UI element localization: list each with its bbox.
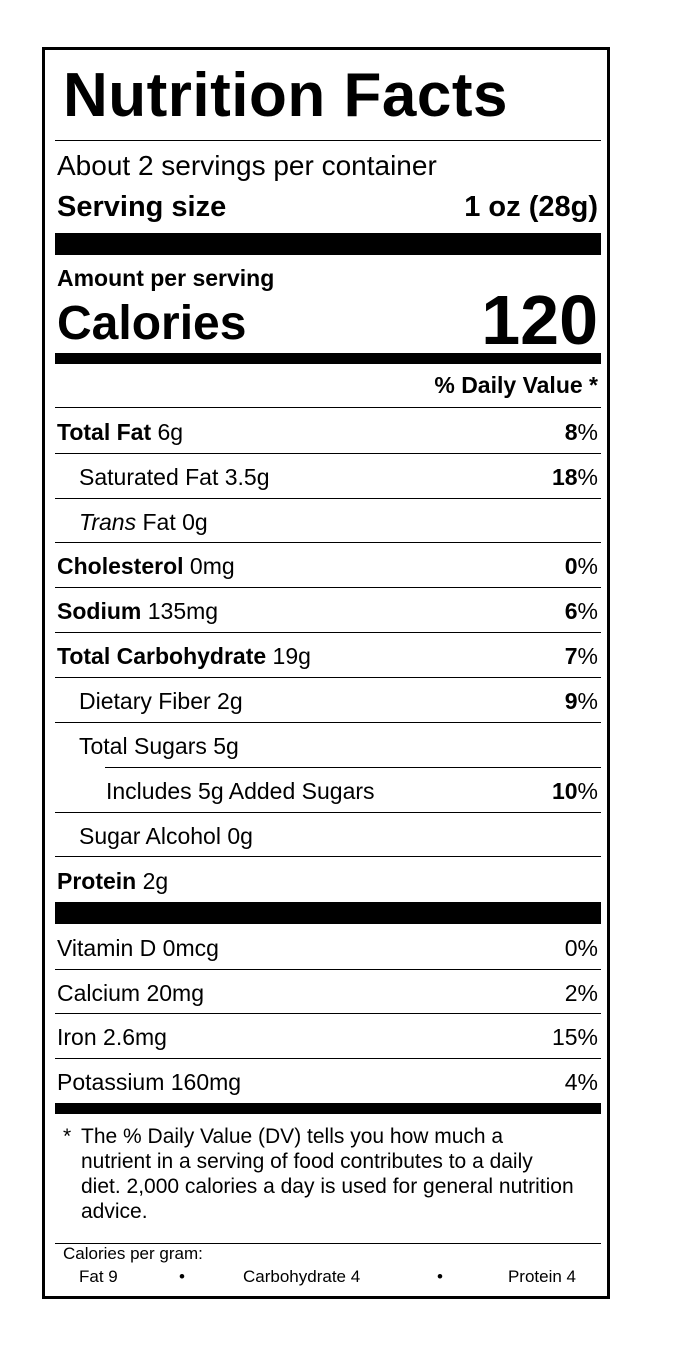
nutrient-dv: 6% [564,598,598,624]
nutrient-row-protein: Protein 2g [45,859,607,903]
nutrient-label: Total Carbohydrate 19g [57,643,311,669]
vitamin-label: Calcium 20mg [57,980,204,1006]
calories-label: Calories [57,297,247,350]
divider-thick [55,902,601,924]
vitamin-label: Potassium 160mg [57,1069,242,1095]
calories-per-gram-title: Calories per gram: [63,1244,203,1263]
nutrient-label: Dietary Fiber 2g [79,688,243,714]
nutrient-label: Total Sugars 5g [79,733,239,759]
serving-size-label: Serving size [57,191,227,223]
nutrient-row-total-carbohydrate: Total Carbohydrate 19g 7% [45,634,607,678]
divider-thin-indented [105,767,601,768]
divider-thin [55,1058,601,1059]
calories-per-gram-protein: Protein 4 [507,1267,576,1286]
divider-thick [55,233,601,255]
vitamin-label: Iron 2.6mg [57,1024,167,1050]
divider-thin [55,677,601,678]
nutrient-dv: 10% [551,778,598,804]
nutrient-dv: 18% [551,464,598,490]
serving-size-value: 1 oz (28g) [464,191,598,223]
nutrient-row-total-sugars: Total Sugars 5g [45,724,607,768]
footnote-text: The % Daily Value (DV) tells you how muc… [81,1125,574,1223]
divider-thin [55,969,601,970]
vitamin-dv: 2% [564,980,598,1006]
vitamin-row-calcium: Calcium 20mg 2% [45,971,607,1015]
footnote-star: * [63,1125,72,1148]
vitamin-row-potassium: Potassium 160mg 4% [45,1060,607,1104]
vitamin-row-vitamin-d: Vitamin D 0mcg 0% [45,926,607,970]
vitamin-row-iron: Iron 2.6mg 15% [45,1015,607,1059]
nutrient-row-total-fat: Total Fat 6g 8% [45,410,607,454]
bullet-separator: • [179,1267,185,1286]
nutrient-dv: 9% [564,688,598,714]
vitamin-dv: 4% [564,1069,598,1095]
nutrient-label: Saturated Fat 3.5g [79,464,270,490]
nutrient-label: Total Fat 6g [57,419,184,445]
divider-thin [55,722,601,723]
divider-thin [55,856,601,857]
nutrient-row-dietary-fiber: Dietary Fiber 2g 9% [45,679,607,723]
vitamin-dv: 15% [551,1024,598,1050]
divider-thin [55,407,601,408]
divider-thin [55,1013,601,1014]
nutrient-row-sugar-alcohol: Sugar Alcohol 0g [45,814,607,858]
divider-thin [55,542,601,543]
label-title: Nutrition Facts [63,61,508,130]
divider-thin [55,632,601,633]
nutrient-dv: 7% [564,643,598,669]
nutrient-dv: 0% [564,553,598,579]
nutrient-label: Cholesterol 0mg [57,553,235,579]
nutrient-row-cholesterol: Cholesterol 0mg 0% [45,544,607,588]
divider-medium [55,1103,601,1114]
nutrient-label: Protein 2g [57,868,169,894]
nutrient-row-sodium: Sodium 135mg 6% [45,589,607,633]
divider-thin [55,498,601,499]
amount-per-serving-label: Amount per serving [57,265,275,291]
nutrition-facts-panel: Nutrition Facts About 2 servings per con… [42,47,610,1299]
servings-per-container: About 2 servings per container [57,150,437,181]
nutrient-label: Sodium 135mg [57,598,219,624]
calories-per-gram-fat: Fat 9 [79,1267,118,1286]
calories-per-gram-carbohydrate: Carbohydrate 4 [243,1267,361,1286]
nutrient-dv: 8% [564,419,598,445]
bullet-separator: • [437,1267,443,1286]
nutrient-row-trans-fat: Trans Fat 0g [45,500,607,544]
daily-value-header: % Daily Value * [434,372,598,398]
divider-medium [55,353,601,364]
divider-thin [55,812,601,813]
divider-thin [55,453,601,454]
nutrient-label: Includes 5g Added Sugars [106,778,375,804]
vitamin-label: Vitamin D 0mcg [57,935,219,961]
nutrient-row-saturated-fat: Saturated Fat 3.5g 18% [45,455,607,499]
calories-value: 120 [481,281,598,359]
nutrient-label: Trans Fat 0g [79,509,208,535]
nutrient-row-added-sugars: Includes 5g Added Sugars 10% [45,769,607,813]
divider-thin [55,140,601,141]
divider-thin [55,1243,601,1244]
divider-thin [55,587,601,588]
vitamin-dv: 0% [564,935,598,961]
nutrient-label: Sugar Alcohol 0g [79,823,253,849]
